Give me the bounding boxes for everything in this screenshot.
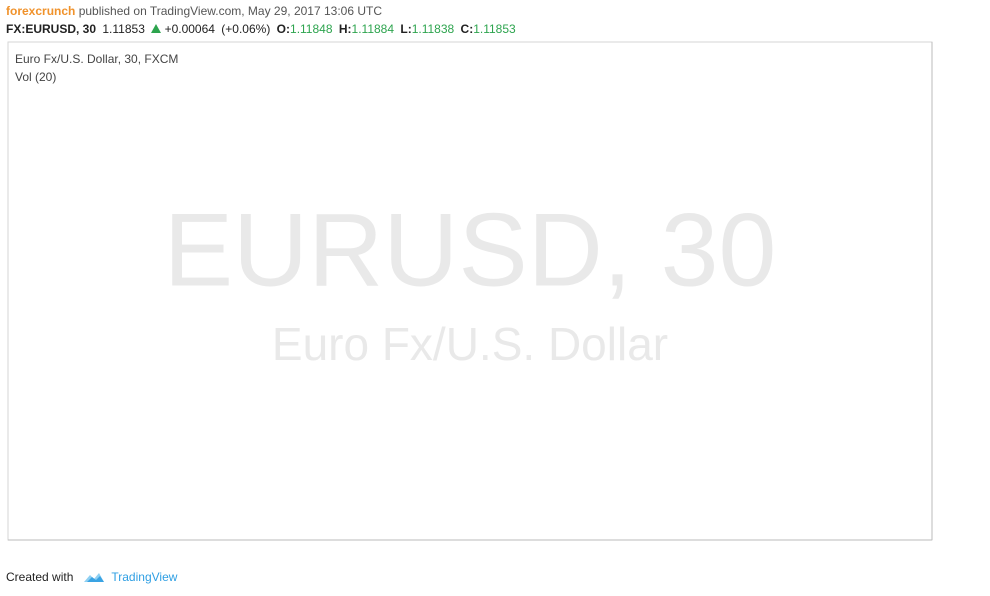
- low-label: L:1.11838: [400, 22, 455, 36]
- footer: Created with TradingView: [6, 570, 177, 584]
- brand[interactable]: TradingView: [111, 570, 178, 584]
- up-arrow: [151, 24, 162, 33]
- high-label: H:1.11884: [338, 22, 395, 36]
- change: +0.00064: [164, 22, 215, 36]
- close-label: C:1.11853: [460, 22, 516, 36]
- open-label: O:1.11848: [276, 22, 333, 36]
- symbol: FX:EURUSD, 30: [6, 22, 97, 36]
- publish-info: forexcrunch published on TradingView.com…: [6, 4, 382, 18]
- chart: EURUSD, 30 Euro Fx/U.S. Dollar Euro Fx/U…: [7, 41, 933, 541]
- author[interactable]: forexcrunch: [6, 4, 76, 18]
- symbol-legend: FX:EURUSD, 30 1.11853 +0.00064 (+0.06%) …: [6, 22, 519, 36]
- created-with: Created with: [6, 570, 74, 584]
- logo[interactable]: [81, 570, 107, 584]
- watermark: EURUSD, 30: [164, 192, 777, 308]
- last-price: 1.11853: [102, 22, 145, 36]
- watermark-subtitle: Euro Fx/U.S. Dollar: [272, 318, 668, 370]
- change-percent: (+0.06%): [221, 22, 271, 36]
- chart-title: Euro Fx/U.S. Dollar, 30, FXCM: [15, 52, 178, 66]
- plot-area: [7, 41, 933, 541]
- published: published on TradingView.com, May 29, 20…: [78, 4, 382, 18]
- volume-label: Vol (20): [15, 70, 56, 84]
